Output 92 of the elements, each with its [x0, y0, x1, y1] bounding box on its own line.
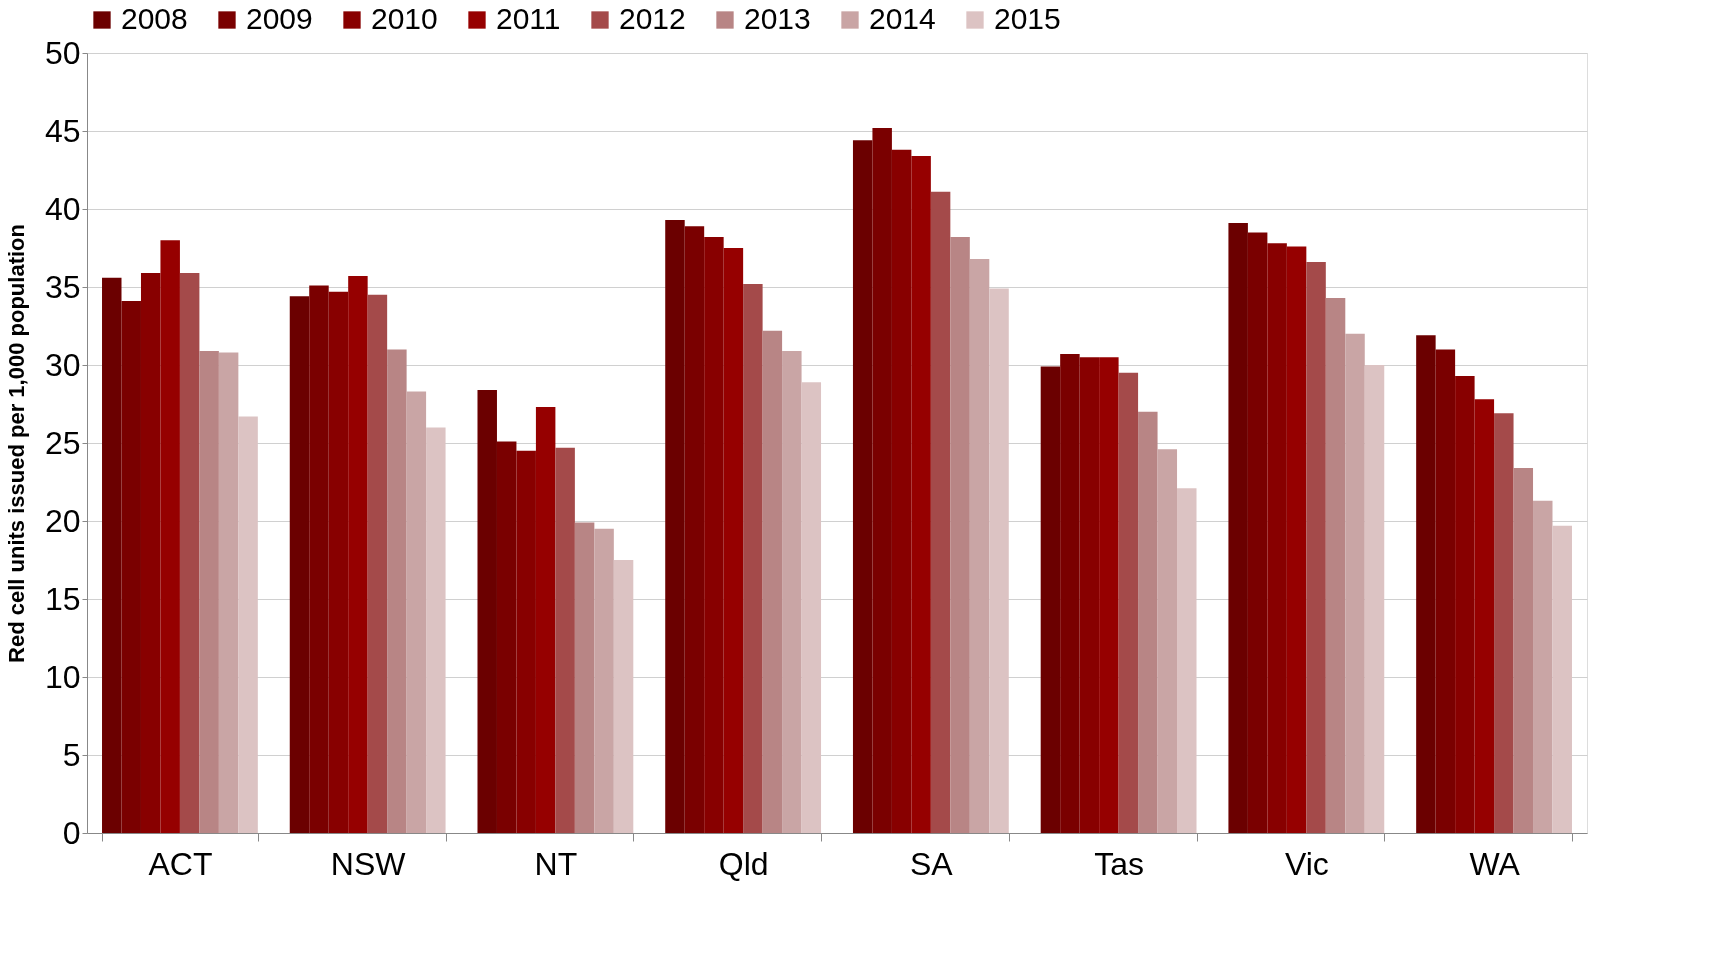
- bar: [1099, 357, 1119, 833]
- bar: [387, 349, 407, 833]
- x-tick-label: Vic: [1284, 845, 1329, 882]
- y-tick-label: 30: [44, 346, 81, 383]
- legend-label: 2011: [496, 2, 561, 35]
- bar: [1079, 357, 1100, 833]
- y-tick-label: 20: [44, 502, 81, 539]
- bar: [762, 330, 783, 833]
- bar: [1364, 365, 1385, 833]
- bar: [1455, 375, 1475, 833]
- bar: [477, 389, 497, 833]
- y-tick-label: 50: [44, 34, 81, 71]
- bar: [406, 391, 427, 833]
- bar: [574, 522, 595, 833]
- bar: [704, 237, 724, 833]
- bar: [535, 407, 556, 833]
- y-tick-label: 0: [62, 814, 81, 851]
- bar: [930, 191, 951, 833]
- bar: [594, 528, 614, 833]
- bar: [218, 352, 239, 833]
- bar: [516, 450, 536, 833]
- y-tick-label: 35: [44, 268, 81, 305]
- bar: [872, 127, 892, 833]
- y-tick-label: 10: [44, 658, 81, 695]
- bar: [1533, 500, 1553, 833]
- bar: [852, 140, 873, 833]
- bar: [1435, 349, 1456, 833]
- bar: [1060, 354, 1080, 833]
- bar: [1552, 525, 1572, 833]
- bar: [743, 283, 763, 833]
- bar: [1040, 366, 1061, 833]
- legend-label: 2013: [744, 2, 811, 35]
- bar: [238, 416, 258, 833]
- bar: [969, 258, 990, 833]
- bar: [160, 240, 180, 833]
- bar: [102, 277, 122, 833]
- bar: [989, 288, 1009, 833]
- bar: [950, 237, 970, 833]
- bar: [782, 350, 802, 833]
- bar: [1118, 372, 1139, 833]
- x-tick-label: WA: [1469, 845, 1521, 882]
- bar: [1325, 297, 1346, 833]
- bar: [309, 285, 329, 833]
- bar: [1345, 333, 1365, 833]
- y-tick-label: 40: [44, 190, 81, 227]
- legend-label: 2015: [994, 2, 1061, 35]
- bar: [496, 441, 517, 833]
- bar: [1474, 399, 1495, 833]
- legend-label: 2010: [371, 2, 438, 35]
- x-tick-label: Tas: [1094, 845, 1144, 882]
- bar: [665, 219, 685, 833]
- bar: [199, 350, 219, 833]
- y-tick-label: 15: [44, 580, 81, 617]
- x-tick-label: Qld: [718, 845, 769, 882]
- bar: [179, 272, 200, 833]
- bar: [289, 296, 310, 833]
- legend-label: 2008: [121, 2, 188, 35]
- legend-label: 2009: [246, 2, 313, 35]
- bar: [801, 382, 822, 833]
- bar: [723, 248, 744, 833]
- bar: [1494, 413, 1514, 833]
- x-tick-label: SA: [910, 845, 954, 882]
- bar: [1416, 335, 1436, 833]
- bar: [1228, 223, 1248, 833]
- bar: [121, 301, 141, 833]
- bar: [1157, 449, 1178, 833]
- bar: [1177, 488, 1197, 833]
- bar: [1306, 262, 1326, 833]
- bar: [140, 272, 161, 833]
- x-tick-label: ACT: [148, 845, 213, 882]
- bar: [348, 276, 368, 833]
- y-tick-label: 25: [44, 424, 81, 461]
- legend-label: 2012: [619, 2, 686, 35]
- bar: [1247, 232, 1268, 833]
- legend-label: 2014: [869, 2, 936, 35]
- x-tick-label: NSW: [330, 845, 407, 882]
- bar: [684, 226, 705, 833]
- bar: [1138, 411, 1158, 833]
- bar: [367, 294, 388, 833]
- bar: [1267, 243, 1287, 833]
- bar: [911, 155, 931, 833]
- bar: [328, 291, 349, 833]
- y-axis-title: Red cell units issued per 1,000 population: [3, 224, 29, 663]
- y-tick-label: 45: [44, 112, 81, 149]
- y-tick-label: 5: [62, 736, 81, 773]
- bar: [555, 447, 575, 833]
- bar: [1513, 467, 1534, 833]
- bar: [1286, 246, 1307, 833]
- x-tick-label: NT: [534, 845, 578, 882]
- bar: [891, 149, 912, 833]
- bar: [613, 560, 634, 833]
- bar: [426, 427, 446, 833]
